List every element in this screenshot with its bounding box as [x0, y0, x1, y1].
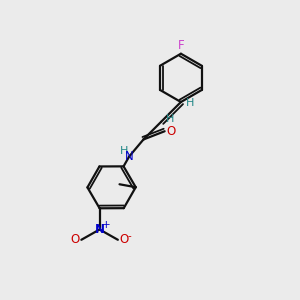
Text: N: N [125, 150, 134, 163]
Text: F: F [178, 39, 184, 52]
Text: H: H [120, 146, 128, 156]
Text: O: O [167, 125, 176, 138]
Text: H: H [166, 114, 174, 124]
Text: O: O [119, 233, 128, 246]
Text: H: H [186, 98, 194, 109]
Text: O: O [71, 233, 80, 246]
Text: N: N [95, 223, 105, 236]
Text: -: - [127, 231, 131, 241]
Text: +: + [102, 220, 110, 230]
